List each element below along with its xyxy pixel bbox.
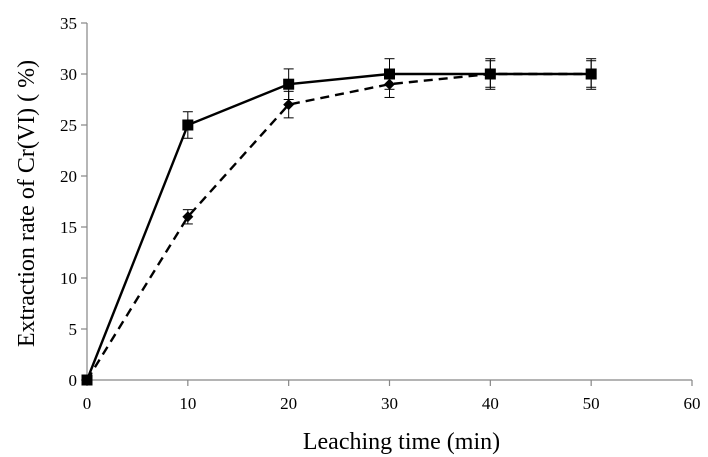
y-tick-label: 35 [60, 14, 77, 33]
x-tick-label: 50 [583, 394, 600, 413]
y-tick-label: 25 [60, 116, 77, 135]
series-2-line [85, 72, 592, 381]
x-tick-label: 30 [381, 394, 398, 413]
series-1 [81, 58, 597, 386]
data-point-diamond [384, 78, 395, 90]
data-point-square [182, 119, 194, 131]
y-axis-title: Extraction rate of Cr(VI) ( %) [14, 60, 40, 347]
x-tick-label: 40 [482, 394, 499, 413]
data-point-square [283, 78, 295, 90]
y-tick-label: 20 [60, 167, 77, 186]
data-point-diamond [182, 211, 194, 223]
data-point-diamond [484, 68, 496, 80]
data-point-diamond [283, 99, 295, 111]
series-1-line [85, 72, 592, 381]
y-tick-label: 0 [69, 371, 78, 390]
series-2 [81, 60, 597, 386]
y-tick-label: 15 [60, 218, 77, 237]
y-tick-label: 10 [60, 269, 77, 288]
x-tick-label: 10 [179, 394, 196, 413]
data-point-diamond [585, 68, 597, 80]
x-tick-label: 60 [684, 394, 701, 413]
y-tick-label: 5 [69, 320, 78, 339]
y-tick-label: 30 [60, 65, 77, 84]
x-axis-title: Leaching time (min) [303, 429, 500, 455]
x-tick-label: 0 [83, 394, 92, 413]
series-layer [81, 58, 597, 386]
axes: 0 5 10 15 20 25 30 35 0 10 20 30 40 50 60 [60, 14, 701, 413]
data-point-diamond [81, 374, 93, 386]
x-tick-label: 20 [280, 394, 297, 413]
